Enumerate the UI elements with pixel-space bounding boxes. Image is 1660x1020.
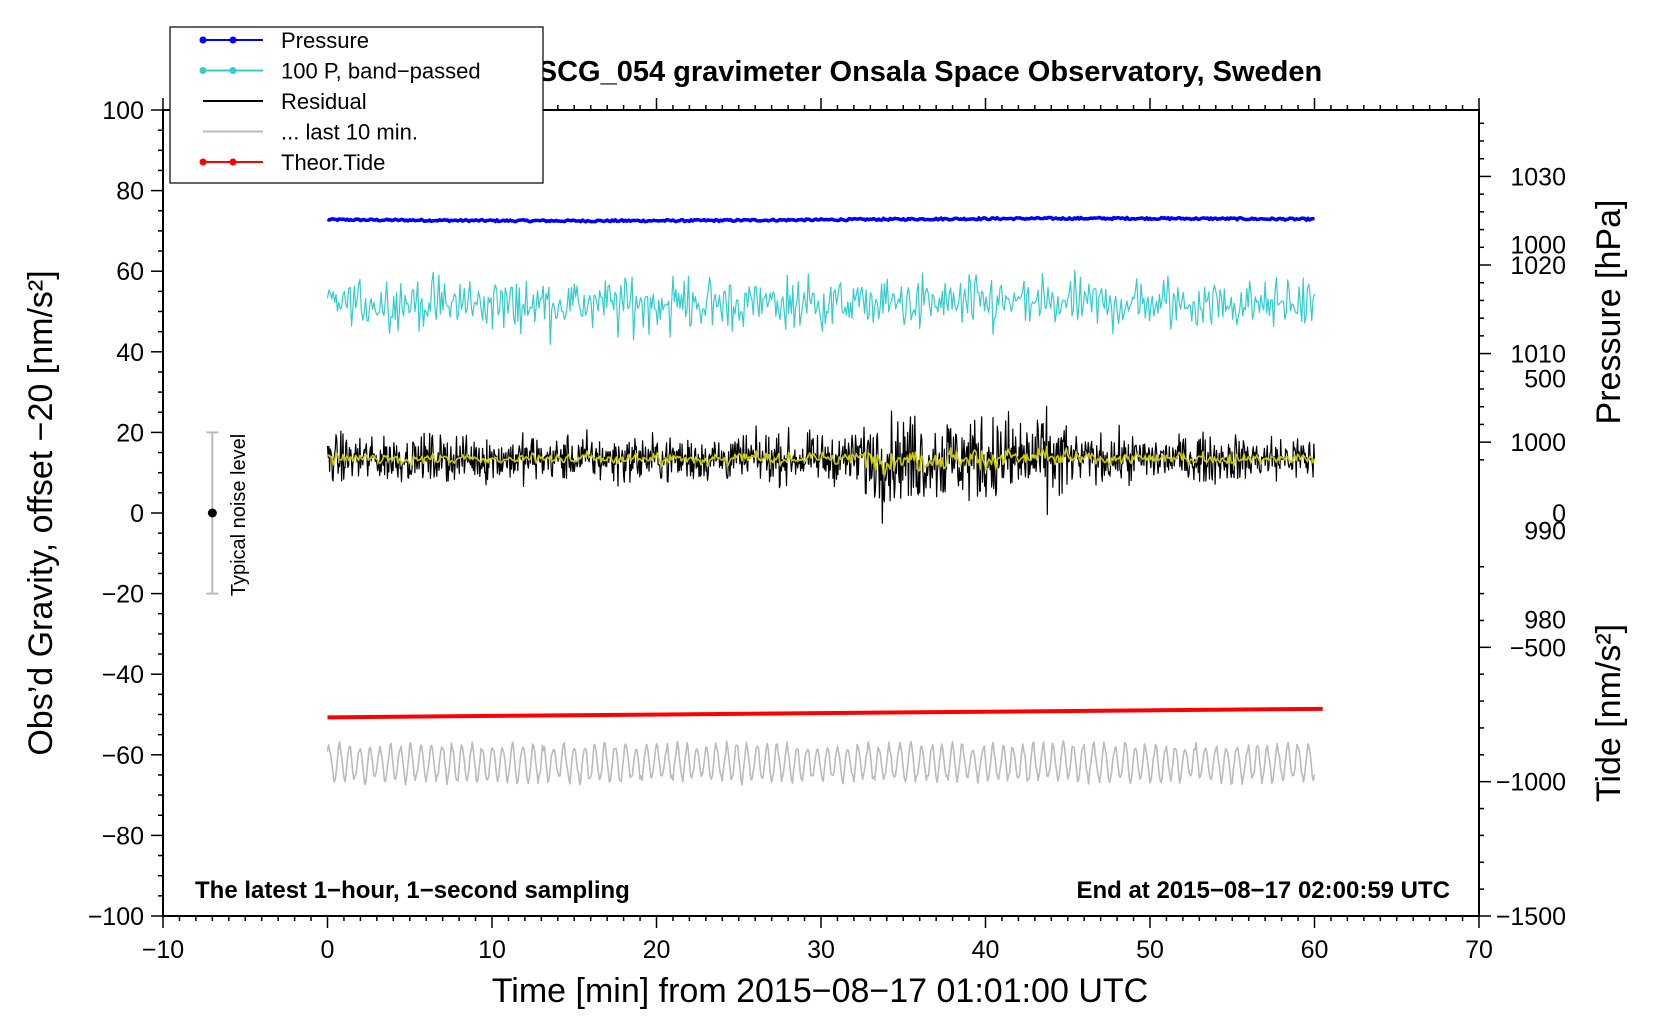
legend: Pressure 100 P, band−passed Residual ... la…: [199, 28, 481, 175]
legend-label: ... last 10 min.: [281, 120, 418, 145]
y-left-tick-label: 0: [130, 500, 144, 528]
legend-label: Residual: [281, 89, 367, 114]
pressure-tick-label: 1030: [1510, 163, 1566, 191]
series-band-passed-pressure: [326, 269, 1316, 345]
x-tick-label: −10: [142, 936, 184, 964]
x-tick-label: 50: [1136, 936, 1164, 964]
y-left-tick-label: −20: [102, 581, 144, 609]
series-pressure: [326, 215, 1315, 224]
tide-tick-label: −1500: [1496, 903, 1566, 931]
legend-label: Theor.Tide: [281, 150, 385, 175]
y-axis-title-pressure: Pressure [hPa]: [1590, 200, 1628, 425]
y-left-tick-label: −40: [102, 661, 144, 689]
legend-box: [169, 26, 544, 184]
legend-marker: [229, 67, 237, 74]
legend-marker: [199, 36, 207, 44]
tick-labels: −10 0 10 20 30 40 50 60 70100806040200−20−40−60−…: [88, 97, 1566, 964]
tide-tick-label: 0: [1552, 500, 1566, 528]
series-residual-smoothed: [327, 445, 1316, 478]
pressure-tick-label: 1000: [1510, 429, 1566, 457]
x-tick-label: 10: [478, 936, 506, 964]
legend-marker: [229, 36, 237, 44]
pressure-tick-label: 1020: [1510, 252, 1566, 280]
pressure-tick-label: 1010: [1510, 341, 1566, 369]
y-left-tick-label: 80: [116, 178, 144, 206]
y-axis-title-left: Obs’d Gravity, offset −20 [nm/s²]: [22, 270, 60, 755]
axis-ticks: [151, 98, 1491, 928]
x-tick-label: 20: [643, 936, 671, 964]
noise-level-label: Typical noise level: [228, 434, 250, 596]
y-axis-title-tide: Tide [nm/s²]: [1590, 624, 1628, 802]
series-last-10-min: [326, 740, 1316, 786]
plot-frame: [162, 109, 1480, 917]
y-left-tick-label: 20: [116, 419, 144, 447]
legend-marker: [229, 158, 237, 166]
legend-label: Pressure: [281, 28, 369, 53]
tide-tick-label: 1000: [1510, 231, 1566, 259]
noise-bar-center: [207, 508, 217, 518]
y-left-tick-label: −80: [102, 822, 144, 850]
annotation-end-time: End at 2015−08−17 02:00:59 UTC: [1076, 877, 1450, 904]
x-tick-label: 0: [321, 936, 335, 964]
series-layer: [326, 215, 1323, 786]
chart-title: SCG_054 gravimeter Onsala Space Observat…: [538, 56, 1322, 88]
series-theoretical-tide: [327, 706, 1323, 720]
tide-tick-label: 500: [1524, 366, 1566, 394]
y-left-tick-label: 40: [116, 339, 144, 367]
y-left-tick-label: −100: [88, 903, 144, 931]
legend-label: 100 P, band−passed: [281, 59, 481, 84]
y-left-tick-label: 60: [116, 258, 144, 286]
x-tick-label: 60: [1301, 936, 1329, 964]
y-left-tick-label: −60: [102, 742, 144, 770]
x-tick-label: 30: [807, 936, 835, 964]
pressure-tick-label: 980: [1524, 606, 1566, 634]
series-residual: [326, 405, 1316, 524]
tide-tick-label: −500: [1510, 634, 1566, 662]
annotation-sampling: The latest 1−hour, 1−second sampling: [195, 877, 630, 904]
x-tick-label: 70: [1465, 936, 1493, 964]
noise-level-bar: [206, 431, 219, 595]
x-axis-title: Time [min] from 2015−08−17 01:01:00 UTC: [492, 972, 1148, 1010]
y-left-tick-label: 100: [102, 97, 144, 125]
tide-tick-label: −1000: [1496, 769, 1566, 797]
legend-marker: [199, 67, 207, 74]
legend-marker: [199, 158, 207, 166]
x-tick-label: 40: [972, 936, 1000, 964]
pressure-tick-label: 990: [1524, 518, 1566, 546]
